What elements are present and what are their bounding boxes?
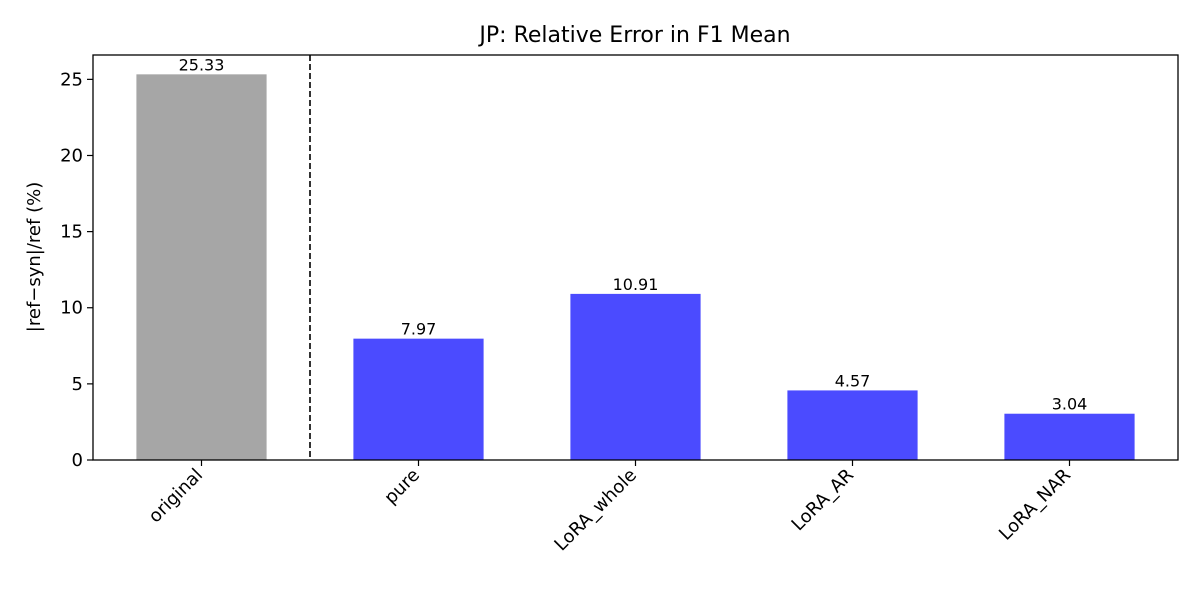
x-tick-label: LoRA_AR (788, 465, 858, 535)
data-label: 7.97 (401, 320, 437, 339)
y-tick-label: 5 (72, 374, 83, 395)
chart-title: JP: Relative Error in F1 Mean (477, 23, 790, 48)
bar-lora-nar (1004, 413, 1135, 460)
data-label: 4.57 (835, 371, 871, 390)
x-tick-label: original (145, 465, 207, 527)
bar-original (136, 74, 267, 461)
axes-frame (92, 54, 1179, 461)
data-label: 25.33 (179, 55, 225, 74)
bar-lora-whole (570, 293, 701, 460)
y-tick-label: 15 (60, 222, 83, 243)
y-tick-label: 0 (72, 450, 83, 471)
x-tick-label: LoRA_NAR (995, 465, 1075, 545)
bar-pure (353, 338, 484, 460)
y-tick-label: 10 (60, 298, 83, 319)
y-tick-label: 25 (60, 69, 83, 90)
y-axis-label: |ref−syn|/ref (%) (24, 182, 45, 332)
x-tick-label: pure (380, 465, 424, 509)
y-tick-label: 20 (60, 145, 83, 166)
plot-area: 25.33 7.97 10.91 4.57 3.04 0 5 10 15 20 25 original… (60, 54, 1179, 556)
bar-lora-ar (787, 390, 918, 460)
data-label: 3.04 (1052, 395, 1088, 414)
x-tick-label: LoRA_whole (550, 465, 641, 556)
data-label: 10.91 (613, 275, 659, 294)
